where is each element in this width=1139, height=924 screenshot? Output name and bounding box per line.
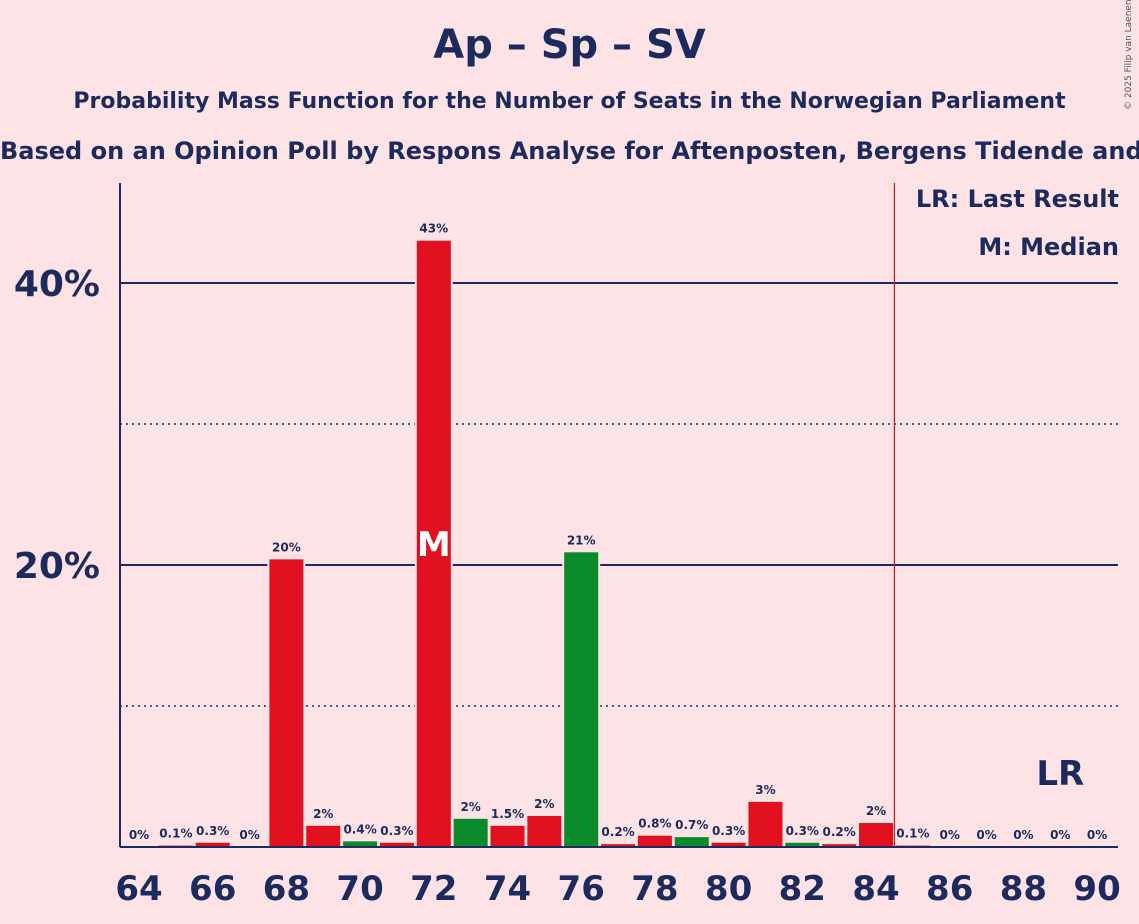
bar-value-label: 0.3% <box>380 824 413 838</box>
bar-value-label: 2% <box>313 807 333 821</box>
bar <box>490 825 525 847</box>
bar <box>269 559 304 847</box>
legend-last-result: LR: Last Result <box>915 185 1119 213</box>
median-marker: M <box>417 525 451 565</box>
bar-value-label: 0% <box>1050 828 1070 842</box>
x-tick-label: 86 <box>926 869 973 909</box>
bar-value-label: 0.1% <box>896 827 929 841</box>
x-tick-label: 82 <box>779 869 826 909</box>
bar-value-label: 0% <box>1087 828 1107 842</box>
bar-value-label: 0.2% <box>601 825 634 839</box>
chart-title: Ap – Sp – SV <box>433 22 706 68</box>
bar-value-label: 0% <box>239 828 259 842</box>
bar <box>453 818 488 847</box>
bar-value-label: 0% <box>940 828 960 842</box>
x-tick-label: 72 <box>410 869 457 909</box>
bar <box>306 825 341 847</box>
bar <box>859 823 893 847</box>
x-tick-label: 80 <box>705 869 752 909</box>
bar <box>416 240 451 847</box>
bar <box>195 842 230 847</box>
bar-value-label: 0.2% <box>823 825 856 839</box>
bar-halo <box>156 843 195 847</box>
bar-halo <box>893 843 932 847</box>
bar <box>379 842 414 847</box>
bar <box>564 552 599 847</box>
x-tick-label: 68 <box>263 869 310 909</box>
x-tick-label: 64 <box>115 869 162 909</box>
bar <box>822 844 857 847</box>
x-tick-label: 78 <box>631 869 678 909</box>
x-tick-label: 70 <box>336 869 383 909</box>
bar-value-label: 3% <box>755 783 775 797</box>
bar-value-label: 1.5% <box>491 807 524 821</box>
bar-value-label: 0% <box>976 828 996 842</box>
bar-value-label: 0% <box>129 828 149 842</box>
bar-value-label: 20% <box>272 540 301 554</box>
bar-value-label: 21% <box>567 533 596 547</box>
bar-value-label: 2% <box>534 797 554 811</box>
bar-value-label: 0% <box>1013 828 1033 842</box>
bar-value-label: 0.3% <box>786 824 819 838</box>
bar <box>674 837 709 847</box>
legend-median: M: Median <box>978 233 1119 261</box>
bar-value-label: 0.3% <box>196 824 229 838</box>
bar <box>785 842 820 847</box>
chart-subtitle-poll: Based on an Opinion Poll by Respons Anal… <box>0 137 1139 165</box>
bar <box>637 835 672 847</box>
bar-value-label: 2% <box>866 804 886 818</box>
chart-subtitle: Probability Mass Function for the Number… <box>73 89 1066 114</box>
bar-value-label: 0.3% <box>712 824 745 838</box>
y-tick-label: 40% <box>14 264 100 305</box>
bar <box>601 844 636 847</box>
x-tick-label: 66 <box>189 869 236 909</box>
bar-value-label: 0.4% <box>343 822 376 836</box>
bar <box>343 841 378 847</box>
bar-value-label: 0.1% <box>159 827 192 841</box>
last-result-marker: LR <box>1036 754 1084 794</box>
x-tick-label: 90 <box>1073 869 1120 909</box>
bar <box>711 842 746 847</box>
x-tick-label: 74 <box>484 869 531 909</box>
bar <box>748 801 783 847</box>
x-tick-label: 84 <box>852 869 899 909</box>
bar-value-label: 0.8% <box>638 817 671 831</box>
x-tick-label: 88 <box>1000 869 1047 909</box>
bar <box>527 815 562 847</box>
y-tick-label: 20% <box>14 546 100 587</box>
bar-value-label: 2% <box>460 800 480 814</box>
x-tick-label: 76 <box>558 869 605 909</box>
bar-value-label: 0.7% <box>675 818 708 832</box>
bar-value-label: 43% <box>419 222 448 236</box>
